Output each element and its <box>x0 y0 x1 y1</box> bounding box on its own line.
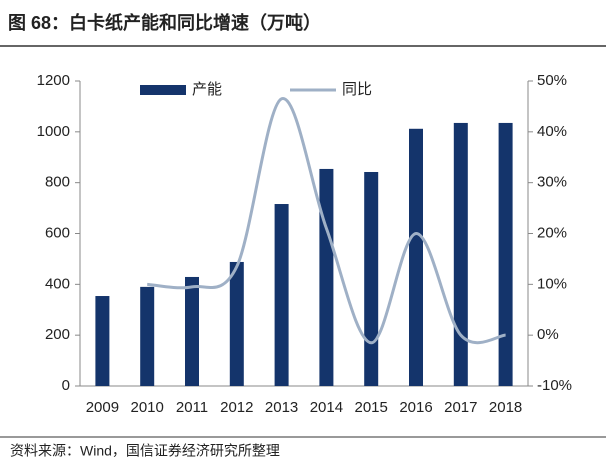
x-tick-label: 2018 <box>489 399 522 416</box>
y2-tick-label: 0% <box>537 326 559 343</box>
source: 资料来源：Wind，国信证券经济研究所整理 <box>10 443 280 459</box>
x-tick-label: 2011 <box>176 399 208 416</box>
x-tick-label: 2016 <box>399 399 432 416</box>
y-tick-label: 600 <box>45 224 70 241</box>
x-tick-label: 2010 <box>131 399 164 416</box>
bar <box>453 122 468 386</box>
y-tick-label: 800 <box>45 174 70 191</box>
bar <box>274 204 289 386</box>
x-tick-label: 2017 <box>444 399 477 416</box>
y2-tick-label: 50% <box>537 72 567 89</box>
x-tick-label: 2009 <box>86 399 119 416</box>
bar <box>185 276 199 386</box>
x-tick-label: 2013 <box>265 399 298 416</box>
legend-swatch <box>140 85 186 95</box>
line <box>147 97 506 345</box>
x-tick-label: 2012 <box>220 399 253 416</box>
legend-label: 同比 <box>342 81 372 98</box>
bar <box>95 296 110 386</box>
bar <box>498 122 513 386</box>
y2-tick-label: 30% <box>537 174 567 191</box>
x-tick-label: 2014 <box>310 399 343 416</box>
bar <box>140 286 155 386</box>
y2-tick-label: -10% <box>537 377 572 394</box>
bar <box>229 261 244 386</box>
x-tick-label: 2015 <box>355 399 388 416</box>
y-tick-label: 200 <box>45 326 70 343</box>
legend-label: 产能 <box>192 81 222 98</box>
y2-tick-label: 40% <box>537 123 567 140</box>
bar <box>409 128 423 387</box>
bar <box>364 171 379 386</box>
y-tick-label: 1200 <box>37 72 70 89</box>
y-tick-label: 0 <box>62 377 70 394</box>
y2-tick-label: 10% <box>537 275 567 292</box>
y2-tick-label: 20% <box>537 224 567 241</box>
chart-title: 图 68：白卡纸产能和同比增速（万吨） <box>8 12 321 33</box>
y-tick-label: 1000 <box>37 123 70 140</box>
bar <box>319 168 334 386</box>
y-tick-label: 400 <box>45 275 70 292</box>
